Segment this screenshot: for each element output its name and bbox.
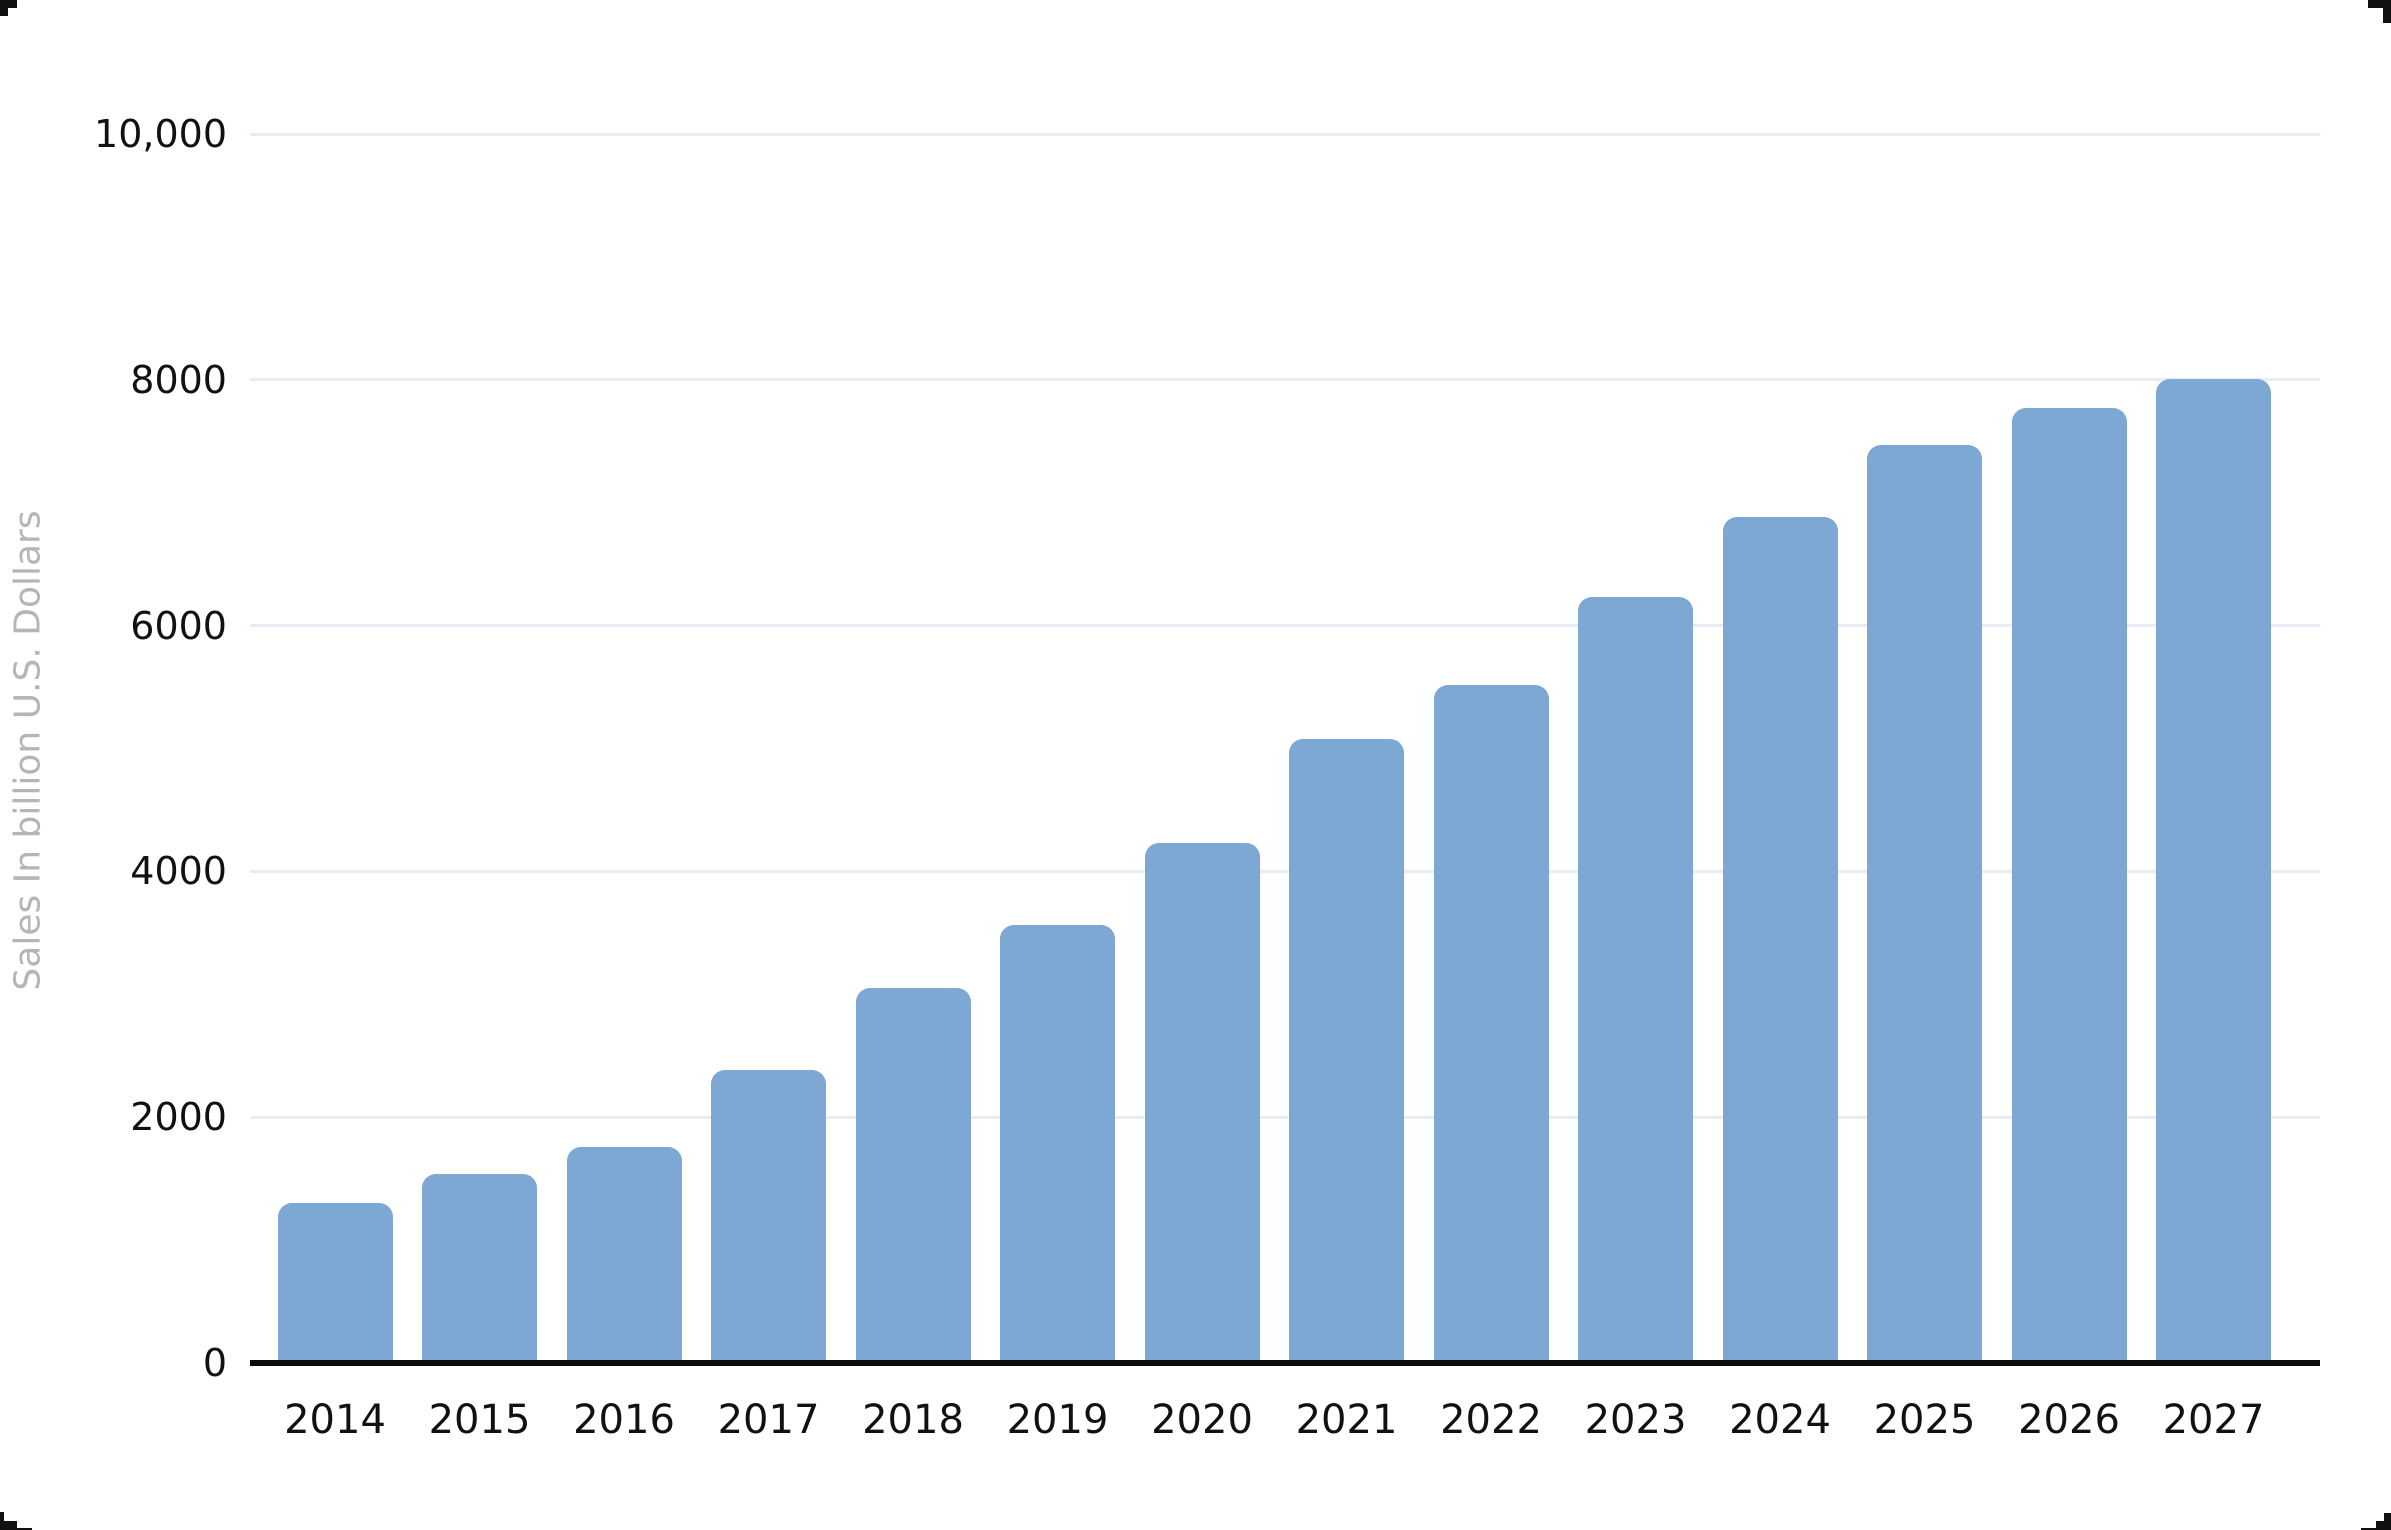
- y-tick-label: 6000: [130, 603, 227, 648]
- x-tick-label: 2018: [862, 1397, 964, 1443]
- x-tick-label: 2015: [428, 1397, 531, 1443]
- corner-mark-top-left: [0, 7, 8, 16]
- x-tick-label: 2022: [1440, 1397, 1542, 1443]
- x-tick-label: 2014: [284, 1397, 386, 1443]
- bar: [422, 1173, 537, 1363]
- y-tick-label: 10,000: [94, 112, 227, 156]
- bar: [1722, 517, 1838, 1363]
- bar: [277, 1203, 393, 1363]
- x-tick-label: 2023: [1584, 1397, 1687, 1443]
- bar: [1144, 843, 1260, 1363]
- corner-mark-bottom-left: [17, 1528, 32, 1530]
- y-tick-label: 2000: [130, 1095, 227, 1140]
- bar: [566, 1146, 682, 1363]
- x-tick-label: 2019: [1006, 1397, 1109, 1443]
- bar: [855, 988, 971, 1363]
- gridline: [250, 869, 2320, 873]
- y-tick-label: 8000: [130, 357, 227, 402]
- corner-mark-bottom-right: [2384, 1513, 2391, 1522]
- x-axis-line: [250, 1360, 2320, 1366]
- bar: [711, 1070, 826, 1363]
- x-tick-label: 2024: [1729, 1397, 1831, 1443]
- corner-mark-top-right: [2368, 0, 2391, 8]
- x-tick-label: 2020: [1151, 1397, 1253, 1443]
- bar: [1289, 738, 1404, 1363]
- gridline: [250, 132, 2320, 136]
- gridline: [250, 1115, 2320, 1119]
- x-tick-label: 2021: [1295, 1397, 1398, 1443]
- x-tick-label: 2027: [2162, 1397, 2265, 1443]
- corner-mark-top-right: [2383, 8, 2391, 23]
- x-tick-label: 2026: [2018, 1397, 2120, 1443]
- x-tick-label: 2016: [573, 1397, 675, 1443]
- bar: [1000, 925, 1115, 1363]
- corner-mark-bottom-left: [0, 1521, 17, 1530]
- bar: [1867, 444, 1982, 1363]
- gridline: [250, 378, 2320, 382]
- bar: [2156, 378, 2271, 1363]
- gridline: [250, 624, 2320, 628]
- corner-mark-bottom-right: [2361, 1528, 2376, 1530]
- corner-mark-bottom-left: [0, 1512, 4, 1522]
- x-tick-label: 2017: [717, 1397, 820, 1443]
- bar: [1433, 684, 1549, 1363]
- y-tick-label: 4000: [130, 849, 227, 894]
- bar: [1578, 597, 1693, 1363]
- y-tick-label: 0: [202, 1341, 227, 1385]
- corner-mark-bottom-right: [2376, 1521, 2391, 1530]
- bar: [2011, 408, 2127, 1363]
- y-axis-title: Sales In billion U.S. Dollars: [7, 510, 49, 991]
- corner-mark-top-left: [0, 0, 17, 8]
- x-tick-label: 2025: [1873, 1397, 1976, 1443]
